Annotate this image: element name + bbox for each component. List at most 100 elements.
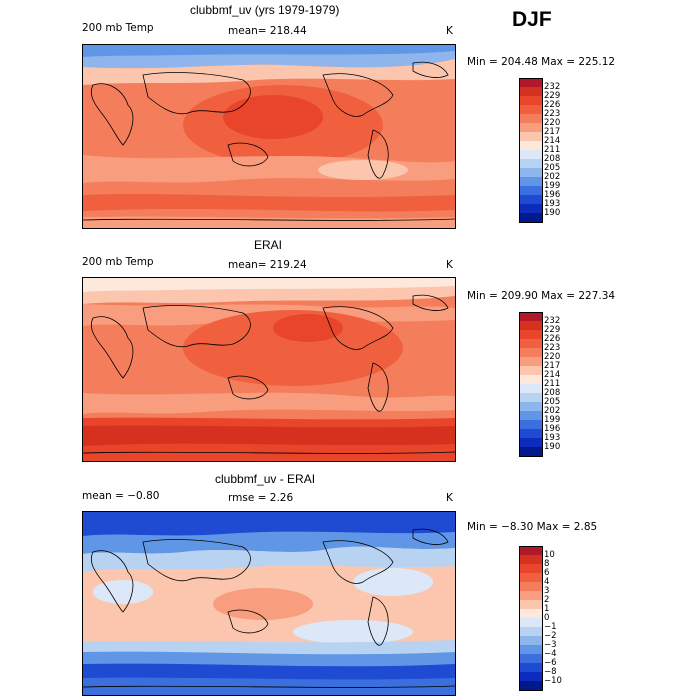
- colorbar-swatch: [519, 87, 543, 96]
- panel1-unit-label: K: [446, 25, 453, 37]
- map1-antarctic: [83, 216, 455, 228]
- panel2-title: ERAI: [254, 238, 283, 252]
- panel2-map: [82, 277, 456, 462]
- map1-tropical-max: [223, 95, 323, 139]
- colorbar-tick-label: 211: [544, 379, 561, 389]
- panel2-variable-label: 200 mb Temp: [82, 256, 154, 268]
- colorbar-swatch: [519, 150, 543, 159]
- map2-tropical-max: [273, 314, 343, 342]
- colorbar-tick-label: 193: [544, 433, 561, 443]
- panel3-rmse-label: rmse = 2.26: [228, 492, 294, 504]
- colorbar-swatch: [519, 186, 543, 195]
- colorbar-tick-label: 2: [544, 595, 550, 605]
- map3-cool-patch-a: [93, 580, 153, 604]
- season-label: DJF: [512, 8, 552, 31]
- colorbar-swatch: [519, 177, 543, 186]
- colorbar-swatch: [519, 681, 543, 691]
- colorbar-tick-label: −10: [544, 676, 562, 686]
- map2-southern-ocean-max: [83, 425, 455, 446]
- colorbar-swatch: [519, 393, 543, 402]
- colorbar-tick-label: 208: [544, 154, 561, 164]
- panel3-map: [82, 511, 456, 696]
- panel1-map: [82, 44, 456, 229]
- panel3-minmax-label: Min = −8.30 Max = 2.85: [467, 521, 598, 533]
- map3-cool-patch-b: [353, 568, 433, 596]
- map3-south-cool-patch: [293, 620, 413, 644]
- panel2-unit-label: K: [446, 259, 453, 271]
- colorbar-swatch: [519, 555, 543, 564]
- colorbar-swatch: [519, 402, 543, 411]
- panel3-unit-label: K: [446, 492, 453, 504]
- colorbar-tick-label: 3: [544, 586, 550, 596]
- map1-southern-ocean-warm: [83, 194, 455, 212]
- colorbar-swatch: [519, 132, 543, 141]
- colorbar-swatch: [519, 141, 543, 150]
- colorbar-tick-label: 232: [544, 316, 561, 326]
- colorbar-swatch: [519, 645, 543, 654]
- colorbar-swatch: [519, 546, 543, 556]
- colorbar-swatch: [519, 618, 543, 627]
- colorbar-swatch: [519, 78, 543, 88]
- colorbar-tick-label: 229: [544, 325, 561, 335]
- colorbar-tick-label: 217: [544, 127, 561, 137]
- colorbar-tick-label: −6: [544, 658, 557, 668]
- colorbar-swatch: [519, 312, 543, 322]
- colorbar-tick-label: −2: [544, 631, 557, 641]
- colorbar-tick-label: 205: [544, 397, 561, 407]
- colorbar-swatch: [519, 663, 543, 672]
- colorbar-swatch: [519, 591, 543, 600]
- panel3-title: clubbmf_uv - ERAI: [215, 472, 316, 486]
- colorbar-swatch: [519, 321, 543, 330]
- colorbar-tick-label: 4: [544, 577, 550, 587]
- colorbar-swatch: [519, 384, 543, 393]
- colorbar-tick-label: −8: [544, 667, 557, 677]
- colorbar-swatch: [519, 204, 543, 213]
- map3-arctic-colder: [83, 512, 455, 536]
- colorbar-tick-label: 190: [544, 208, 561, 218]
- colorbar-swatch: [519, 438, 543, 447]
- map3-antarctic: [83, 677, 455, 695]
- colorbar-tick-label: 220: [544, 352, 561, 362]
- colorbar-tick-label: 202: [544, 406, 561, 416]
- colorbar-swatch: [519, 672, 543, 681]
- map2-coastlines: [83, 294, 455, 454]
- colorbar-tick-label: 1: [544, 604, 550, 614]
- panel1-variable-label: 200 mb Temp: [82, 22, 154, 34]
- panel2-mean-label: mean= 219.24: [228, 259, 307, 271]
- colorbar-swatch: [519, 114, 543, 123]
- map2-south-band: [83, 392, 455, 414]
- colorbar-swatch: [519, 195, 543, 204]
- colorbar-swatch: [519, 105, 543, 114]
- colorbar-tick-label: 199: [544, 181, 561, 191]
- colorbar-tick-label: 205: [544, 163, 561, 173]
- panel1-minmax-label: Min = 204.48 Max = 225.12: [467, 56, 616, 68]
- colorbar-swatch: [519, 609, 543, 618]
- colorbar-tick-label: −3: [544, 640, 557, 650]
- map3-midlat-cool: [83, 546, 455, 572]
- map1-south-light: [318, 160, 408, 180]
- colorbar-tick-label: 10: [544, 550, 555, 560]
- map1-arctic-colder: [83, 45, 455, 57]
- colorbar-tick-label: 211: [544, 145, 561, 155]
- colorbar-swatch: [519, 600, 543, 609]
- colorbar-swatch: [519, 330, 543, 339]
- colorbar-swatch: [519, 348, 543, 357]
- map1-midlat-band: [83, 59, 455, 85]
- panel2-minmax-label: Min = 209.90 Max = 227.34: [467, 290, 616, 302]
- colorbar-tick-label: 190: [544, 442, 561, 452]
- colorbar-swatch: [519, 339, 543, 348]
- map3-coastlines: [83, 528, 455, 688]
- colorbar-tick-label: 199: [544, 415, 561, 425]
- colorbar-tick-label: −1: [544, 622, 557, 632]
- map3-warm-patch: [213, 588, 313, 620]
- colorbar-swatch: [519, 429, 543, 438]
- colorbar-tick-label: 229: [544, 91, 561, 101]
- colorbar-swatch: [519, 420, 543, 429]
- colorbar-tick-label: 214: [544, 370, 561, 380]
- colorbar-swatch: [519, 168, 543, 177]
- colorbar-tick-label: 232: [544, 82, 561, 92]
- map2-tropical-core: [183, 310, 403, 386]
- colorbar-tick-label: 220: [544, 118, 561, 128]
- colorbar-tick-label: 226: [544, 334, 561, 344]
- colorbar-swatch: [519, 582, 543, 591]
